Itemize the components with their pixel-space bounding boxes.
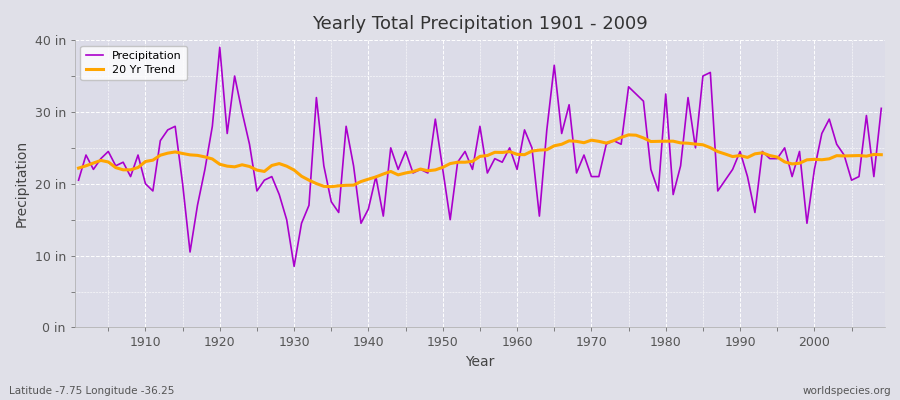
20 Yr Trend <box>519 152 530 157</box>
Precipitation <box>876 106 886 111</box>
20 Yr Trend <box>876 152 886 157</box>
Text: worldspecies.org: worldspecies.org <box>803 386 891 396</box>
Precipitation <box>519 128 530 132</box>
20 Yr Trend <box>608 138 619 143</box>
Precipitation <box>311 95 322 100</box>
Precipitation <box>526 146 537 150</box>
20 Yr Trend <box>326 184 337 189</box>
20 Yr Trend <box>623 132 634 137</box>
Line: Precipitation: Precipitation <box>78 47 881 266</box>
Y-axis label: Precipitation: Precipitation <box>15 140 29 227</box>
20 Yr Trend <box>348 183 359 188</box>
Legend: Precipitation, 20 Yr Trend: Precipitation, 20 Yr Trend <box>80 46 187 80</box>
20 Yr Trend <box>132 165 143 170</box>
Text: Latitude -7.75 Longitude -36.25: Latitude -7.75 Longitude -36.25 <box>9 386 175 396</box>
Precipitation <box>616 142 626 147</box>
Precipitation <box>132 153 143 158</box>
Precipitation <box>289 264 300 269</box>
Precipitation <box>214 45 225 50</box>
X-axis label: Year: Year <box>465 355 495 369</box>
Line: 20 Yr Trend: 20 Yr Trend <box>78 135 881 187</box>
20 Yr Trend <box>73 166 84 170</box>
20 Yr Trend <box>512 152 523 157</box>
Precipitation <box>73 178 84 182</box>
20 Yr Trend <box>296 174 307 179</box>
Title: Yearly Total Precipitation 1901 - 2009: Yearly Total Precipitation 1901 - 2009 <box>312 15 648 33</box>
Precipitation <box>356 221 366 226</box>
